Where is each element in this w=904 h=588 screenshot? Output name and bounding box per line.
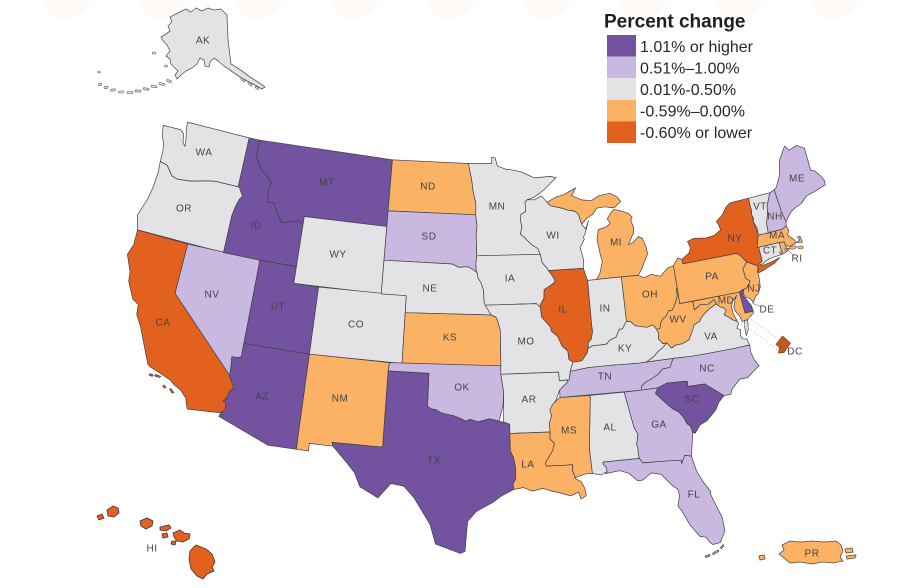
svg-text:NY: NY [728, 234, 743, 245]
svg-text:WI: WI [546, 231, 559, 242]
svg-text:CA: CA [156, 318, 171, 329]
svg-text:OH: OH [642, 290, 658, 301]
svg-text:MA: MA [769, 231, 785, 242]
svg-text:Percent change: Percent change [604, 12, 746, 33]
svg-text:SD: SD [422, 232, 437, 243]
svg-text:SC: SC [685, 395, 700, 406]
svg-text:TN: TN [598, 372, 612, 383]
svg-text:HI: HI [147, 544, 158, 555]
svg-text:FL: FL [688, 490, 701, 501]
svg-text:VT: VT [753, 202, 767, 213]
svg-text:MI: MI [610, 238, 622, 249]
svg-text:WV: WV [669, 315, 686, 326]
svg-text:AK: AK [196, 36, 210, 47]
svg-text:WY: WY [329, 250, 346, 261]
svg-text:AL: AL [603, 423, 616, 434]
svg-text:PA: PA [705, 272, 719, 283]
svg-text:NH: NH [767, 212, 782, 223]
svg-text:MN: MN [489, 202, 506, 213]
svg-text:IN: IN [600, 304, 611, 315]
svg-text:TX: TX [427, 456, 441, 467]
svg-text:-0.60% or lower: -0.60% or lower [640, 125, 753, 142]
svg-text:OK: OK [454, 383, 469, 394]
svg-text:0.01%-0.50%: 0.01%-0.50% [640, 82, 736, 99]
svg-text:WA: WA [196, 148, 213, 159]
svg-text:KY: KY [618, 344, 632, 355]
svg-text:VA: VA [704, 332, 718, 343]
svg-text:-0.59%–0.00%: -0.59%–0.00% [640, 104, 745, 121]
svg-text:NM: NM [332, 394, 349, 405]
svg-text:LA: LA [521, 460, 534, 471]
svg-text:0.51%–1.00%: 0.51%–1.00% [640, 60, 740, 77]
svg-text:GA: GA [651, 420, 666, 431]
svg-text:CT: CT [763, 246, 777, 257]
svg-text:UT: UT [271, 302, 285, 313]
svg-text:MD: MD [718, 296, 735, 307]
svg-text:NJ: NJ [747, 284, 760, 295]
svg-text:IA: IA [505, 274, 515, 285]
svg-text:DE: DE [760, 305, 775, 316]
svg-text:IL: IL [558, 305, 567, 316]
svg-text:NE: NE [423, 284, 438, 295]
svg-text:AR: AR [522, 395, 537, 406]
svg-text:OR: OR [176, 204, 192, 215]
svg-text:AZ: AZ [255, 392, 269, 403]
svg-text:ID: ID [251, 221, 262, 232]
svg-text:ND: ND [420, 182, 435, 193]
svg-text:CO: CO [348, 320, 364, 331]
svg-text:KS: KS [443, 333, 457, 344]
svg-text:MT: MT [319, 178, 334, 189]
svg-text:PR: PR [805, 549, 820, 560]
svg-text:RI: RI [792, 254, 803, 265]
svg-text:DC: DC [787, 347, 802, 358]
svg-text:MS: MS [561, 426, 577, 437]
svg-text:ME: ME [789, 174, 805, 185]
svg-text:NC: NC [699, 364, 714, 375]
svg-text:NV: NV [205, 290, 220, 301]
svg-text:MO: MO [517, 337, 534, 348]
svg-text:1.01% or higher: 1.01% or higher [640, 39, 754, 56]
